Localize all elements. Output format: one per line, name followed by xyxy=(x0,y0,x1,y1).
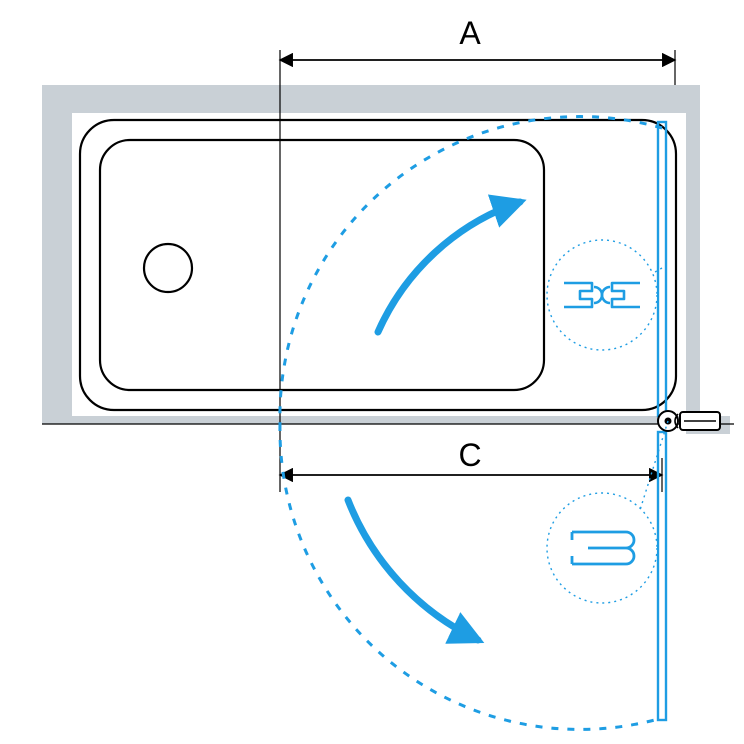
dim-a-label: A xyxy=(459,15,481,51)
detail-top xyxy=(547,240,657,350)
door-closed xyxy=(658,122,666,416)
dimension-c: C xyxy=(280,424,662,492)
dim-c-label: C xyxy=(458,437,481,473)
detail-bottom xyxy=(547,493,657,603)
diagram-svg: A C xyxy=(0,0,744,744)
